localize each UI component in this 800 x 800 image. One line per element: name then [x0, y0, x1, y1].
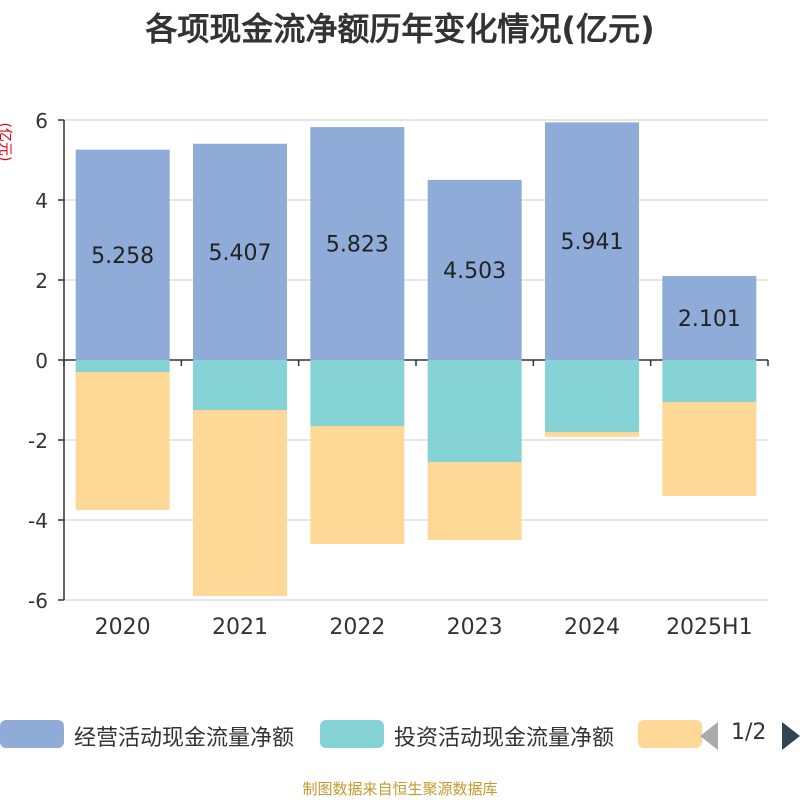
legend-swatch-financing — [638, 720, 702, 748]
bar-series1-2023 — [427, 360, 522, 462]
bar-series1-2024 — [545, 360, 639, 432]
y-tick-label: 4 — [35, 189, 48, 213]
legend-label-operating: 经营活动现金流量净额 — [74, 726, 295, 751]
source-footer: 制图数据来自恒生聚源数据库 — [302, 780, 498, 798]
y-tick-label: -2 — [28, 429, 48, 453]
legend-next-page-arrow-icon[interactable] — [782, 722, 800, 750]
chart-title: 各项现金流净额历年变化情况(亿元) — [145, 10, 655, 48]
bar-series0-2020 — [75, 149, 170, 360]
bar-value-label: 4.503 — [443, 259, 506, 284]
x-category-label: 2023 — [447, 615, 503, 640]
bar-series2-2024 — [545, 432, 639, 437]
x-category-label: 2024 — [564, 615, 620, 640]
bar-value-label: 5.823 — [326, 233, 389, 258]
x-category-label: 2021 — [212, 615, 268, 640]
bar-series2-2025H1 — [662, 402, 757, 496]
y-tick-label: 0 — [35, 349, 48, 373]
legend: 经营活动现金流量净额 投资活动现金流量净额 — [0, 716, 800, 752]
bar-series1-2021 — [193, 360, 287, 410]
legend-swatch-operating — [0, 720, 64, 748]
chart-area: 6 4 2 0 -2 -4 -6 5.258 5.407 5.823 4.503 5.941 2.101… — [28, 109, 769, 640]
bar-series0-2023 — [427, 179, 522, 360]
bar-series1-2020 — [75, 360, 170, 372]
legend-swatch-investing — [320, 720, 384, 748]
y-tick-label: -6 — [28, 589, 48, 613]
legend-page-indicator: 1/2 — [731, 720, 767, 745]
x-category-label: 2020 — [95, 615, 151, 640]
bar-value-label: 5.258 — [91, 244, 154, 269]
x-category-label: 2022 — [329, 615, 385, 640]
bar-series0-2025H1 — [662, 275, 757, 360]
bar-series1-2025H1 — [662, 360, 757, 402]
bar-series2-2020 — [75, 372, 170, 510]
bar-series2-2021 — [193, 410, 287, 596]
y-tick-label: -4 — [28, 509, 48, 533]
y-axis-unit-label: (亿元) — [0, 122, 13, 162]
bar-series0-2021 — [193, 143, 287, 360]
bar-value-label: 5.941 — [561, 230, 624, 255]
bar-series2-2022 — [310, 426, 405, 544]
bar-series0-2024 — [545, 122, 639, 360]
bar-value-label: 2.101 — [678, 307, 741, 332]
legend-label-investing: 投资活动现金流量净额 — [394, 726, 615, 751]
y-tick-label: 6 — [35, 109, 48, 133]
bar-value-label: 5.407 — [209, 241, 272, 266]
y-tick-label: 2 — [35, 269, 48, 293]
x-category-label: 2025H1 — [666, 615, 753, 640]
bar-series2-2023 — [427, 462, 522, 540]
bar-series0-2022 — [310, 127, 405, 360]
legend-prev-page-arrow-icon[interactable] — [700, 722, 718, 750]
bar-series1-2022 — [310, 360, 405, 426]
